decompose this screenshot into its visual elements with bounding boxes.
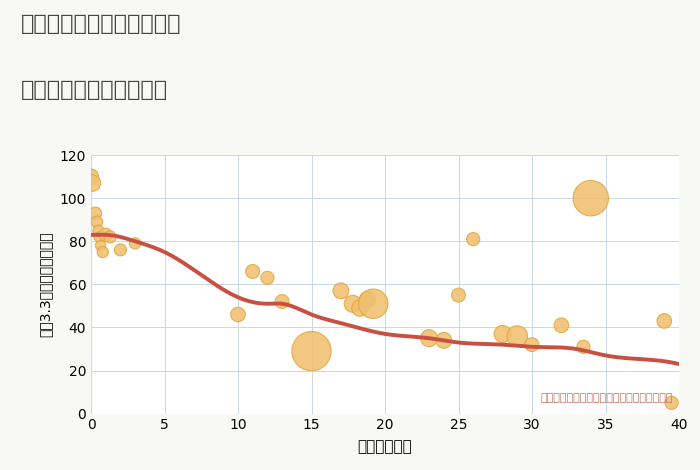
Text: 兵庫県姫路市飾磨区高町の: 兵庫県姫路市飾磨区高町の bbox=[21, 14, 181, 34]
Point bbox=[94, 233, 105, 241]
Text: 築年数別中古戸建て価格: 築年数別中古戸建て価格 bbox=[21, 80, 168, 100]
Point bbox=[262, 274, 273, 282]
Point bbox=[97, 248, 108, 256]
Point bbox=[578, 343, 589, 351]
Point bbox=[438, 337, 449, 344]
Point bbox=[526, 341, 538, 348]
Point bbox=[276, 298, 288, 306]
Point bbox=[354, 304, 365, 312]
Y-axis label: 坪（3.3㎡）単価（万円）: 坪（3.3㎡）単価（万円） bbox=[38, 232, 52, 337]
Point bbox=[347, 300, 358, 307]
Point bbox=[130, 240, 141, 247]
Point bbox=[424, 335, 435, 342]
Point bbox=[100, 231, 111, 239]
Point bbox=[556, 321, 567, 329]
Point bbox=[115, 246, 126, 254]
Point bbox=[95, 242, 106, 249]
Point bbox=[232, 311, 244, 318]
Point bbox=[335, 287, 346, 295]
Point bbox=[90, 210, 101, 217]
Point bbox=[659, 317, 670, 325]
Point bbox=[468, 235, 479, 243]
Point bbox=[92, 227, 104, 234]
Point bbox=[362, 296, 373, 303]
Point bbox=[85, 173, 97, 180]
Point bbox=[453, 291, 464, 299]
Point bbox=[512, 332, 523, 340]
Text: 円の大きさは、取引のあった物件面積を示す: 円の大きさは、取引のあった物件面積を示す bbox=[540, 393, 673, 403]
Point bbox=[104, 233, 116, 241]
Point bbox=[87, 180, 98, 187]
Point bbox=[91, 218, 102, 226]
Point bbox=[497, 330, 508, 337]
Point bbox=[247, 267, 258, 275]
Point bbox=[368, 300, 379, 307]
Point bbox=[306, 347, 317, 355]
Point bbox=[585, 195, 596, 202]
Point bbox=[666, 399, 678, 407]
X-axis label: 築年数（年）: 築年数（年） bbox=[358, 439, 412, 454]
